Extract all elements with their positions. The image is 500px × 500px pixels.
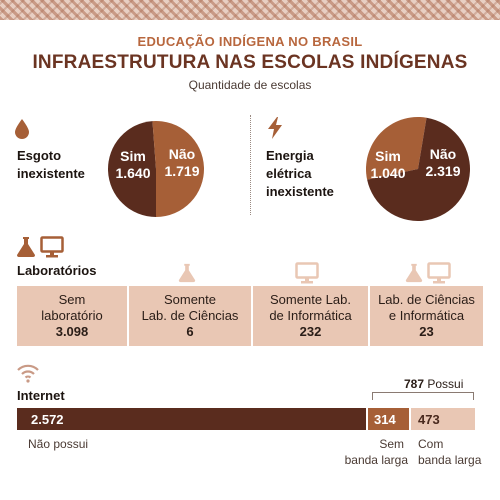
lab-cell-label: Somente — [163, 292, 217, 307]
pie-esgoto-nao-label: Não 1.719 — [157, 146, 207, 180]
lab-cell-label: Lab. de Ciências — [141, 308, 239, 323]
pie-slice-sim — [366, 117, 427, 180]
decorative-top-border — [0, 0, 500, 20]
subtitle: Quantidade de escolas — [188, 78, 312, 92]
pie-esgoto-sim-label: Sim 1.640 — [108, 148, 158, 182]
lab-cell-ciencias-e-informatica: Lab. de Ciências e Informática 23 — [370, 286, 483, 346]
caption-line: banda larga — [418, 453, 482, 467]
lab-cell-value: 6 — [186, 324, 194, 339]
internet-bar-sem-banda-larga: 314 — [368, 408, 409, 430]
caption-line: Sem — [379, 437, 404, 451]
energia-label: Energia elétrica inexistente — [266, 147, 376, 201]
section-divider — [250, 115, 251, 215]
caption-nao-possui: Não possui — [28, 437, 89, 451]
pie-esgoto-nao-name: Não — [168, 146, 196, 162]
page-title: INFRAESTRUTURA NAS ESCOLAS INDÍGENAS — [32, 52, 468, 73]
flask-icon — [405, 263, 423, 283]
internet-bar-value: 473 — [418, 411, 440, 427]
internet-bar-nao-possui: 2.572 — [17, 408, 366, 430]
caption-com-banda-larga: Com banda larga — [418, 436, 481, 468]
lab-table: Sem laboratório 3.098 Somente Lab. de Ci… — [17, 286, 483, 346]
lab-cell-somente-ciencias: Somente Lab. de Ciências 6 — [129, 286, 251, 346]
pie-energia-sim-label: Sim 1.040 — [363, 148, 413, 182]
energia-label-line1: Energia — [266, 148, 314, 163]
monitor-icon — [295, 262, 319, 284]
lab-cell-value: 23 — [419, 324, 434, 339]
energia-label-line3: inexistente — [266, 184, 334, 199]
pie-esgoto-nao-value: 1.719 — [164, 163, 200, 179]
lab-cell-value: 232 — [299, 324, 322, 339]
monitor-icon — [40, 236, 64, 258]
internet-bar-value: 314 — [374, 411, 396, 427]
drop-icon — [15, 119, 29, 139]
internet-bar-value: 2.572 — [31, 411, 64, 427]
pie-energia-nao-value: 2.319 — [425, 163, 461, 179]
caption-line: Com — [418, 437, 444, 451]
possui-bracket — [372, 392, 474, 400]
caption-sem-banda-larga: Sem banda larga — [328, 436, 408, 468]
lab-cell-label: Somente Lab. — [270, 292, 351, 307]
pie-energia-nao-label: Não 2.319 — [418, 146, 468, 180]
pie-slice-nao — [367, 117, 470, 221]
lab-cell-label: Sem — [58, 292, 86, 307]
pie-energia-sim-value: 1.040 — [370, 165, 406, 181]
possui-text: Possui — [427, 377, 464, 391]
monitor-icon — [427, 262, 451, 284]
pie-slice-sim — [108, 121, 156, 217]
pie-esgoto-sim-value: 1.640 — [115, 165, 151, 181]
lab-heading: Laboratórios — [17, 263, 97, 278]
pie-energia-nao-name: Não — [429, 146, 457, 162]
kicker: EDUCAÇÃO INDÍGENA NO BRASIL — [137, 34, 363, 49]
lab-cell-label: de Informática — [269, 308, 352, 323]
flask-icon — [178, 263, 196, 283]
pie-slice-nao — [152, 121, 204, 217]
possui-annotation: 787 Possui — [404, 377, 463, 391]
caption-line: banda larga — [344, 453, 408, 467]
pie-esgoto — [108, 121, 204, 217]
possui-value: 787 — [404, 377, 425, 391]
lab-cell-label: Lab. de Ciências — [378, 292, 475, 307]
energia-label-line2: elétrica — [266, 166, 312, 181]
lab-cell-sem-laboratorio: Sem laboratório 3.098 — [17, 286, 127, 346]
lab-cell-label: e Informática — [388, 308, 465, 323]
flask-icon — [17, 237, 35, 257]
esgoto-label: Esgoto inexistente — [17, 147, 117, 183]
internet-heading: Internet — [17, 388, 65, 403]
pie-energia-sim-name: Sim — [375, 148, 401, 164]
lab-cell-label: laboratório — [41, 308, 103, 323]
internet-bar-com-banda-larga: 473 — [411, 408, 475, 430]
esgoto-label-line1: Esgoto — [17, 148, 62, 163]
lab-cell-value: 3.098 — [55, 324, 89, 339]
pie-energia — [366, 117, 470, 221]
wifi-icon — [17, 364, 39, 383]
esgoto-label-line2: inexistente — [17, 166, 85, 181]
lab-cell-somente-informatica: Somente Lab. de Informática 232 — [253, 286, 368, 346]
lightning-icon — [268, 117, 282, 139]
pie-esgoto-sim-name: Sim — [120, 148, 146, 164]
